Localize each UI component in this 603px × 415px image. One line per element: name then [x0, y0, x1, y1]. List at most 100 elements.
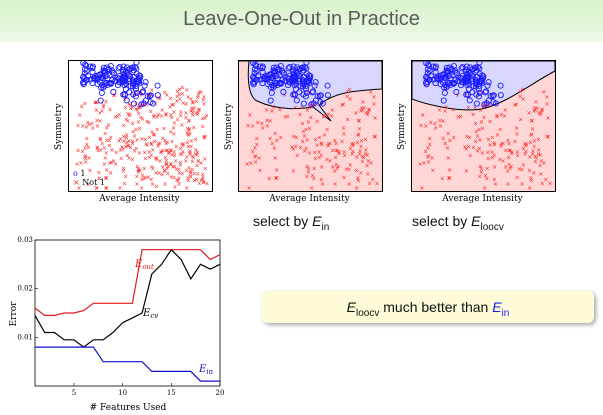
- point-not-one: ×: [319, 152, 324, 159]
- point-not-one: ×: [195, 110, 200, 117]
- point-not-one: ×: [171, 125, 176, 132]
- point-not-one: ×: [427, 135, 432, 142]
- point-not-one: ×: [247, 112, 252, 119]
- point-not-one: ×: [300, 138, 305, 145]
- point-not-one: ×: [357, 151, 362, 158]
- point-not-one: ×: [481, 115, 486, 122]
- point-not-one: ×: [165, 165, 170, 172]
- point-not-one: ×: [86, 145, 91, 152]
- point-not-one: ×: [368, 89, 373, 96]
- point-not-one: ×: [162, 137, 167, 144]
- point-not-one: ×: [156, 170, 161, 177]
- point-not-one: ×: [312, 166, 317, 173]
- point-one: [108, 67, 116, 74]
- label-ecv: Ecv: [142, 308, 158, 320]
- point-not-one: ×: [507, 161, 512, 168]
- point-not-one: ×: [169, 138, 174, 145]
- point-one: [299, 80, 307, 87]
- point-not-one: ×: [197, 90, 202, 97]
- point-not-one: ×: [203, 166, 208, 173]
- point-not-one: ×: [129, 104, 134, 111]
- point-not-one: ×: [507, 141, 512, 148]
- point-not-one: ×: [178, 146, 183, 153]
- point-not-one: ×: [167, 104, 172, 111]
- point-not-one: ×: [304, 173, 309, 180]
- point-not-one: ×: [420, 112, 425, 119]
- point-not-one: ×: [356, 132, 361, 139]
- point-not-one: ×: [302, 133, 307, 140]
- point-not-one: ×: [466, 105, 471, 112]
- point-one: [139, 89, 146, 96]
- point-not-one: ×: [177, 86, 182, 93]
- point-one: [485, 97, 492, 104]
- point-not-one: ×: [94, 107, 99, 114]
- scatter-xlabel-eloocv: Average Intensity: [442, 194, 523, 204]
- point-not-one: ×: [502, 113, 507, 120]
- point-not-one: ×: [122, 96, 127, 103]
- point-not-one: ×: [119, 144, 124, 151]
- point-not-one: ×: [197, 180, 202, 187]
- point-not-one: ×: [98, 147, 103, 154]
- point-not-one: ×: [506, 147, 511, 154]
- point-not-one: ×: [298, 145, 303, 152]
- point-not-one: ×: [186, 143, 191, 150]
- point-not-one: ×: [97, 175, 102, 182]
- point-not-one: ×: [149, 176, 154, 183]
- point-not-one: ×: [437, 107, 442, 114]
- point-not-one: ×: [172, 152, 177, 159]
- point-not-one: ×: [514, 174, 519, 181]
- point-not-one: ×: [270, 108, 275, 115]
- point-not-one: ×: [84, 124, 89, 131]
- point-not-one: ×: [372, 133, 377, 140]
- point-one: [475, 85, 482, 92]
- point-not-one: ×: [346, 166, 351, 173]
- point-not-one: ×: [538, 152, 543, 159]
- point-one: [135, 76, 142, 83]
- point-one: [310, 88, 317, 95]
- point-not-one: ×: [95, 117, 100, 124]
- point-not-one: ×: [359, 138, 364, 145]
- point-not-one: ×: [171, 101, 176, 108]
- point-not-one: ×: [355, 175, 360, 182]
- error-chart-ylabel: Error: [9, 301, 19, 327]
- point-not-one: ×: [370, 176, 375, 183]
- point-not-one: ×: [314, 102, 319, 109]
- point-one: [473, 77, 480, 84]
- point-one: [448, 67, 455, 74]
- point-not-one: ×: [128, 111, 133, 118]
- point-not-one: ×: [330, 164, 335, 171]
- caption-select-by-eloocv: select by Eloocv: [412, 213, 504, 233]
- point-not-one: ×: [178, 162, 183, 169]
- point-one: [141, 82, 148, 89]
- point-not-one: ×: [196, 92, 201, 99]
- slide-title: Leave-One-Out in Practice: [183, 8, 420, 30]
- point-not-one: ×: [117, 111, 122, 118]
- scatter-plot-data: × × × × × × × × × × × × × × × × × × × × × × × × × × × × × × × × × × × × × × × ×…: [68, 60, 213, 192]
- point-not-one: ×: [509, 149, 514, 156]
- point-not-one: ×: [486, 137, 491, 144]
- point-not-one: ×: [104, 125, 109, 132]
- point-not-one: ×: [169, 148, 174, 155]
- point-not-one: ×: [305, 164, 310, 171]
- point-not-one: ×: [444, 104, 449, 111]
- point-not-one: ×: [189, 138, 194, 145]
- point-not-one: ×: [101, 104, 106, 111]
- point-not-one: ×: [183, 158, 188, 165]
- point-not-one: ×: [106, 122, 111, 129]
- point-not-one: ×: [475, 133, 480, 140]
- point-not-one: ×: [357, 118, 362, 125]
- point-not-one: ×: [173, 158, 178, 165]
- point-not-one: ×: [189, 96, 194, 103]
- point-not-one: ×: [168, 96, 173, 103]
- point-not-one: ×: [520, 86, 525, 93]
- point-not-one: ×: [307, 126, 312, 133]
- point-not-one: ×: [546, 115, 551, 122]
- point-not-one: ×: [188, 170, 193, 177]
- point-not-one: ×: [198, 89, 203, 96]
- point-not-one: ×: [195, 111, 200, 118]
- point-not-one: ×: [371, 94, 376, 101]
- point-not-one: ×: [190, 107, 195, 114]
- point-one: [482, 89, 489, 96]
- point-not-one: ×: [136, 111, 141, 118]
- point-not-one: ×: [319, 176, 324, 183]
